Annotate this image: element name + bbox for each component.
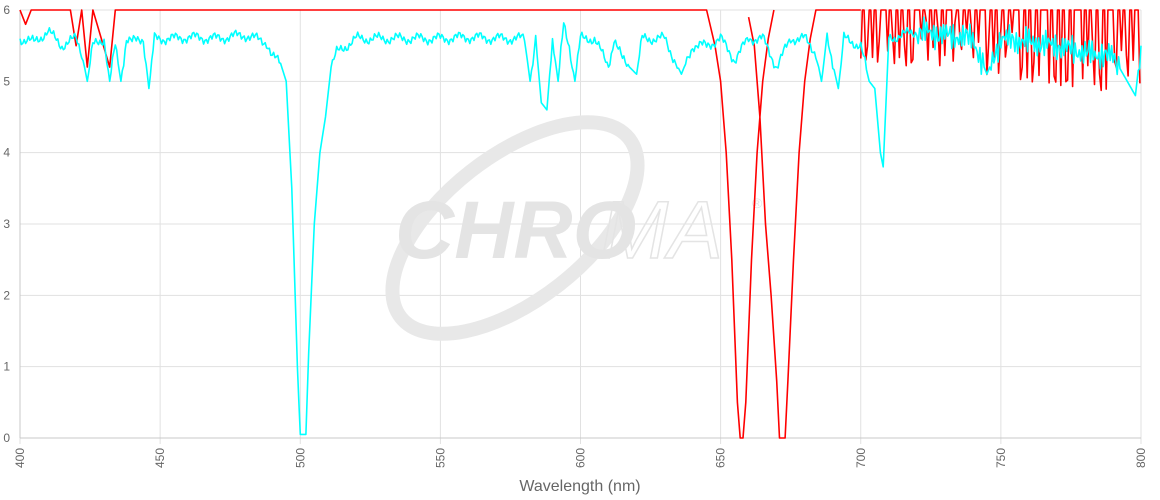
x-tick-label: 700	[854, 448, 868, 468]
y-axis-ticks: 0 1 2 3 4 5 6	[3, 3, 10, 445]
y-tick-label: 6	[3, 3, 10, 17]
watermark-text-outline: MA	[600, 185, 723, 276]
x-axis-ticks: 400 450 500 550 600 650 700 750 800	[13, 448, 1148, 468]
x-tick-label: 750	[994, 448, 1008, 468]
x-axis-label: Wavelength (nm)	[519, 478, 640, 495]
y-tick-label: 4	[3, 146, 10, 160]
x-tick-label: 400	[13, 448, 27, 468]
y-tick-label: 3	[3, 217, 10, 231]
watermark-logo: CHRO MA ®	[385, 115, 763, 341]
y-tick-label: 5	[3, 74, 10, 88]
cyan-spectrum-line	[19, 16, 1142, 436]
y-tick-label: 1	[3, 360, 10, 374]
x-tick-label: 450	[153, 448, 167, 468]
watermark-text-bold: CHRO	[395, 185, 636, 276]
x-tick-label: 500	[293, 448, 307, 468]
x-tick-label: 600	[574, 448, 588, 468]
registered-mark: ®	[752, 195, 763, 211]
grid-lines	[19, 9, 1142, 444]
x-tick-label: 800	[1134, 448, 1148, 468]
x-tick-label: 650	[714, 448, 728, 468]
x-tick-label: 550	[433, 448, 447, 468]
y-tick-label: 2	[3, 288, 10, 302]
y-tick-label: 0	[3, 431, 10, 445]
series-layer	[19, 9, 1142, 439]
